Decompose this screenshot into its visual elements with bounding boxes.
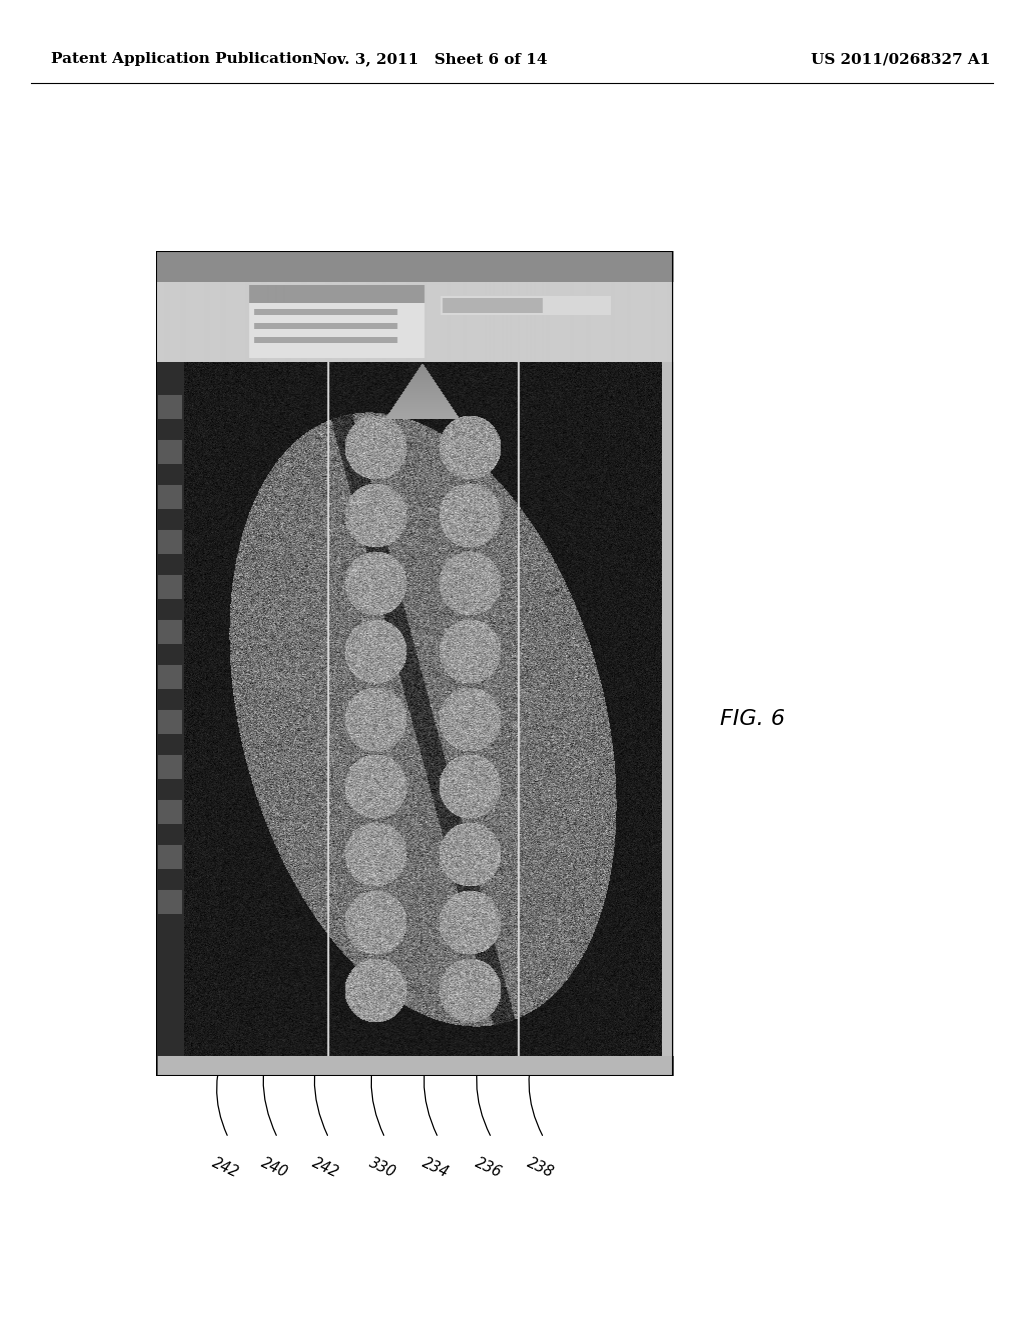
Text: 236: 236 (473, 1155, 504, 1180)
Text: 238: 238 (525, 1155, 556, 1180)
Text: US 2011/0268327 A1: US 2011/0268327 A1 (811, 53, 991, 66)
Text: 234: 234 (420, 1155, 451, 1180)
Text: 330: 330 (367, 1155, 397, 1180)
Text: Nov. 3, 2011   Sheet 6 of 14: Nov. 3, 2011 Sheet 6 of 14 (313, 53, 547, 66)
Bar (156, 251, 673, 1076)
Text: 240: 240 (259, 1155, 290, 1180)
Text: Patent Application Publication: Patent Application Publication (51, 53, 313, 66)
Text: FIG. 6: FIG. 6 (720, 709, 785, 730)
Text: 242: 242 (210, 1155, 241, 1180)
Text: 242: 242 (310, 1155, 341, 1180)
